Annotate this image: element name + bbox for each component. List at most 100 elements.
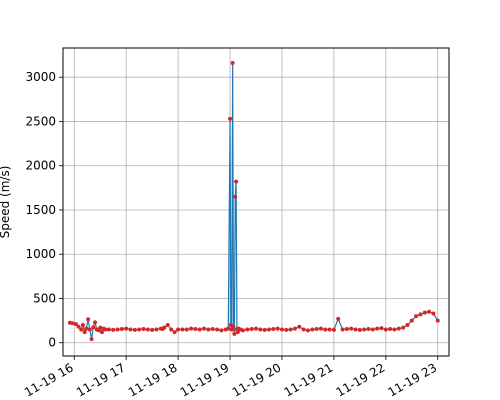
data-point [145, 327, 150, 332]
data-point [258, 327, 263, 332]
data-point [301, 327, 306, 332]
data-point [418, 312, 423, 317]
data-point [80, 323, 85, 328]
x-tick-label-1: 11-19 17 [74, 360, 128, 399]
data-point [197, 327, 202, 332]
y-tick-label-3: 1500 [25, 203, 56, 217]
data-point [275, 326, 280, 331]
x-tick-label-4: 11-19 20 [230, 360, 284, 399]
data-point [292, 326, 297, 331]
data-point [349, 326, 354, 331]
data-point [184, 327, 189, 332]
data-point [249, 327, 254, 332]
y-tick-label-6: 3000 [25, 70, 56, 84]
data-point [226, 326, 231, 331]
data-point [245, 327, 250, 332]
x-tick-label-5: 11-19 21 [282, 360, 336, 399]
x-tick-label-0: 11-19 16 [22, 360, 76, 399]
data-point [154, 327, 159, 332]
data-point [176, 327, 181, 332]
data-point [124, 326, 129, 331]
series-line-0 [69, 63, 439, 340]
data-point [234, 179, 239, 184]
data-point [235, 330, 240, 335]
data-point [210, 327, 215, 332]
data-point [284, 327, 289, 332]
data-point [271, 327, 276, 332]
plot-series [67, 61, 440, 342]
data-point [353, 327, 358, 332]
data-point [91, 325, 96, 330]
grid-lines [63, 48, 449, 356]
data-point [392, 327, 397, 332]
data-point [305, 328, 310, 333]
data-point [232, 331, 237, 336]
data-point [215, 327, 220, 332]
data-point [132, 327, 137, 332]
data-point [231, 324, 236, 329]
y-tick-label-4: 2000 [25, 159, 56, 173]
x-tick-label-7: 11-19 23 [386, 360, 440, 399]
data-point [106, 327, 111, 332]
data-point [165, 323, 170, 328]
y-axis-ticks: 0 500 1000 1500 2000 2500 3000 [25, 70, 63, 350]
data-point [241, 328, 246, 333]
data-point [76, 324, 81, 329]
data-point [233, 194, 238, 199]
data-point [331, 327, 336, 332]
data-point [288, 327, 293, 332]
data-point [162, 325, 167, 330]
data-point [344, 327, 349, 332]
data-point [70, 321, 75, 326]
data-point [388, 327, 393, 332]
data-point [396, 326, 401, 331]
data-point [115, 327, 120, 332]
data-point [84, 326, 89, 331]
data-point [262, 327, 267, 332]
axes-frame [62, 47, 450, 357]
data-point [254, 326, 258, 331]
data-point [103, 327, 108, 332]
data-point [228, 116, 233, 121]
data-point [431, 311, 436, 316]
y-axis-label: Speed (m/s) [0, 166, 12, 239]
data-point [379, 326, 384, 331]
data-point [99, 330, 104, 335]
data-point [318, 326, 323, 331]
data-point [189, 326, 194, 331]
data-point [370, 327, 375, 332]
data-point [111, 327, 116, 332]
data-point [375, 326, 380, 331]
data-point [150, 327, 155, 332]
data-point [87, 327, 92, 332]
data-point [401, 325, 406, 330]
data-point [422, 310, 427, 315]
data-point [230, 61, 235, 66]
data-point [366, 327, 371, 332]
data-point [409, 318, 414, 323]
data-point [327, 327, 332, 332]
x-tick-label-6: 11-19 22 [334, 360, 388, 399]
data-point [414, 314, 419, 319]
data-point [193, 327, 198, 332]
y-tick-label-0: 0 [48, 336, 56, 350]
data-point [310, 327, 315, 332]
data-point [141, 327, 146, 332]
data-point [93, 320, 98, 325]
data-point [266, 327, 271, 332]
data-point [82, 330, 87, 335]
data-point [405, 323, 410, 328]
data-point [79, 327, 84, 332]
data-point [336, 316, 341, 321]
data-point [73, 322, 78, 327]
data-point [89, 337, 94, 342]
data-point [169, 327, 174, 332]
data-point [427, 309, 432, 314]
data-point [340, 327, 345, 332]
data-point [172, 330, 177, 335]
data-point [219, 328, 224, 333]
data-point [362, 327, 367, 332]
data-point [435, 318, 440, 323]
